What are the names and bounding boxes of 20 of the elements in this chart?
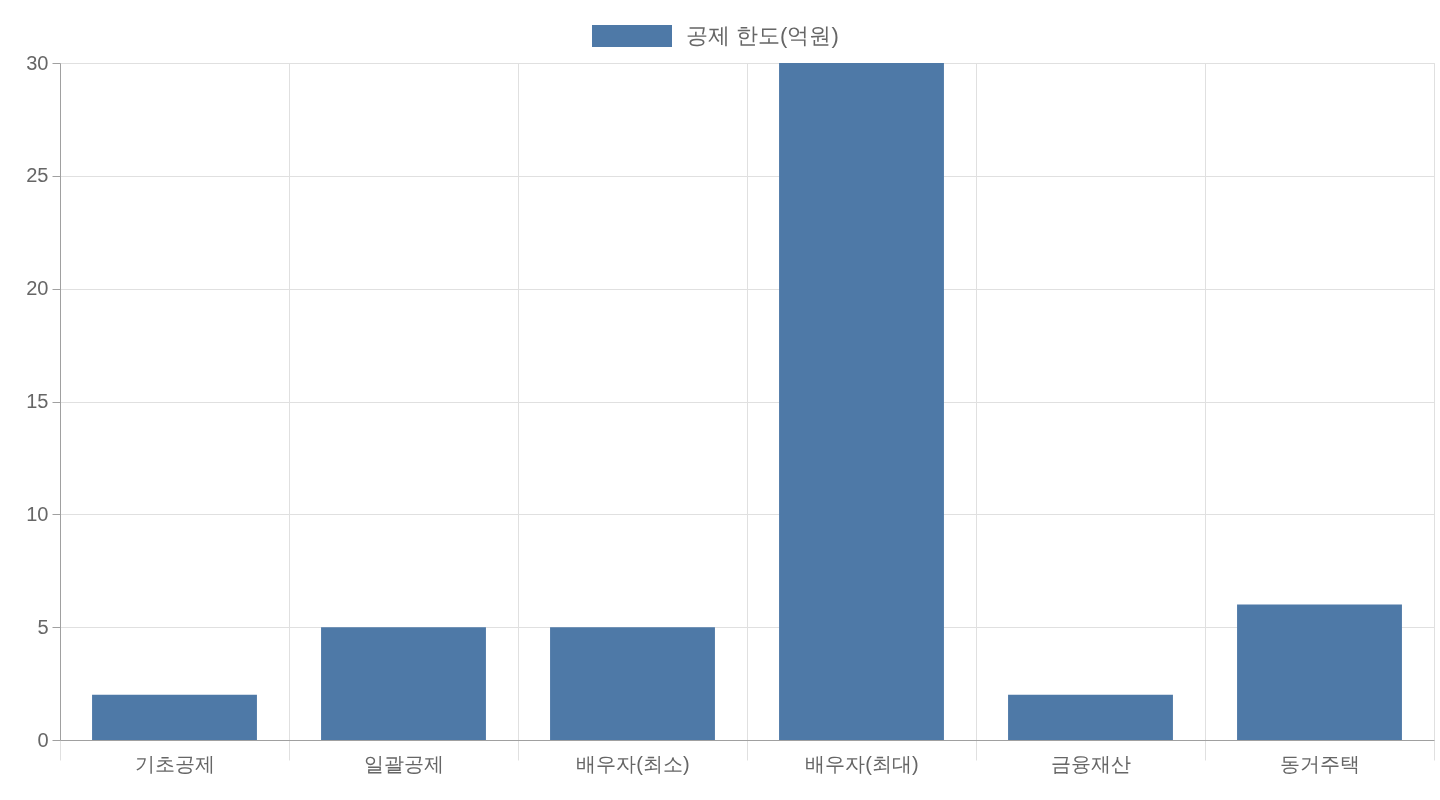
bar [92, 694, 257, 740]
x-tick-label: 금융재산 [1051, 752, 1131, 775]
y-tick-label: 30 [26, 51, 49, 74]
x-tick-label: 배우자(최소) [576, 752, 690, 775]
bar [321, 627, 486, 740]
y-tick-label: 10 [26, 502, 49, 525]
bar [779, 63, 944, 740]
bar [550, 627, 715, 740]
x-tick-label: 기초공제 [135, 752, 215, 775]
x-tick-label: 동거주택 [1280, 752, 1360, 775]
legend-label: 공제 한도(억원) [686, 23, 839, 48]
bar [1008, 694, 1173, 740]
bar [1237, 604, 1402, 740]
x-tick-label: 배우자(최대) [805, 752, 919, 775]
x-tick-label: 일괄공제 [364, 752, 444, 775]
y-tick-label: 25 [26, 164, 49, 187]
y-tick-label: 5 [37, 615, 49, 638]
y-tick-label: 0 [37, 728, 49, 751]
y-tick-label: 20 [26, 277, 49, 300]
y-tick-label: 15 [26, 390, 49, 412]
